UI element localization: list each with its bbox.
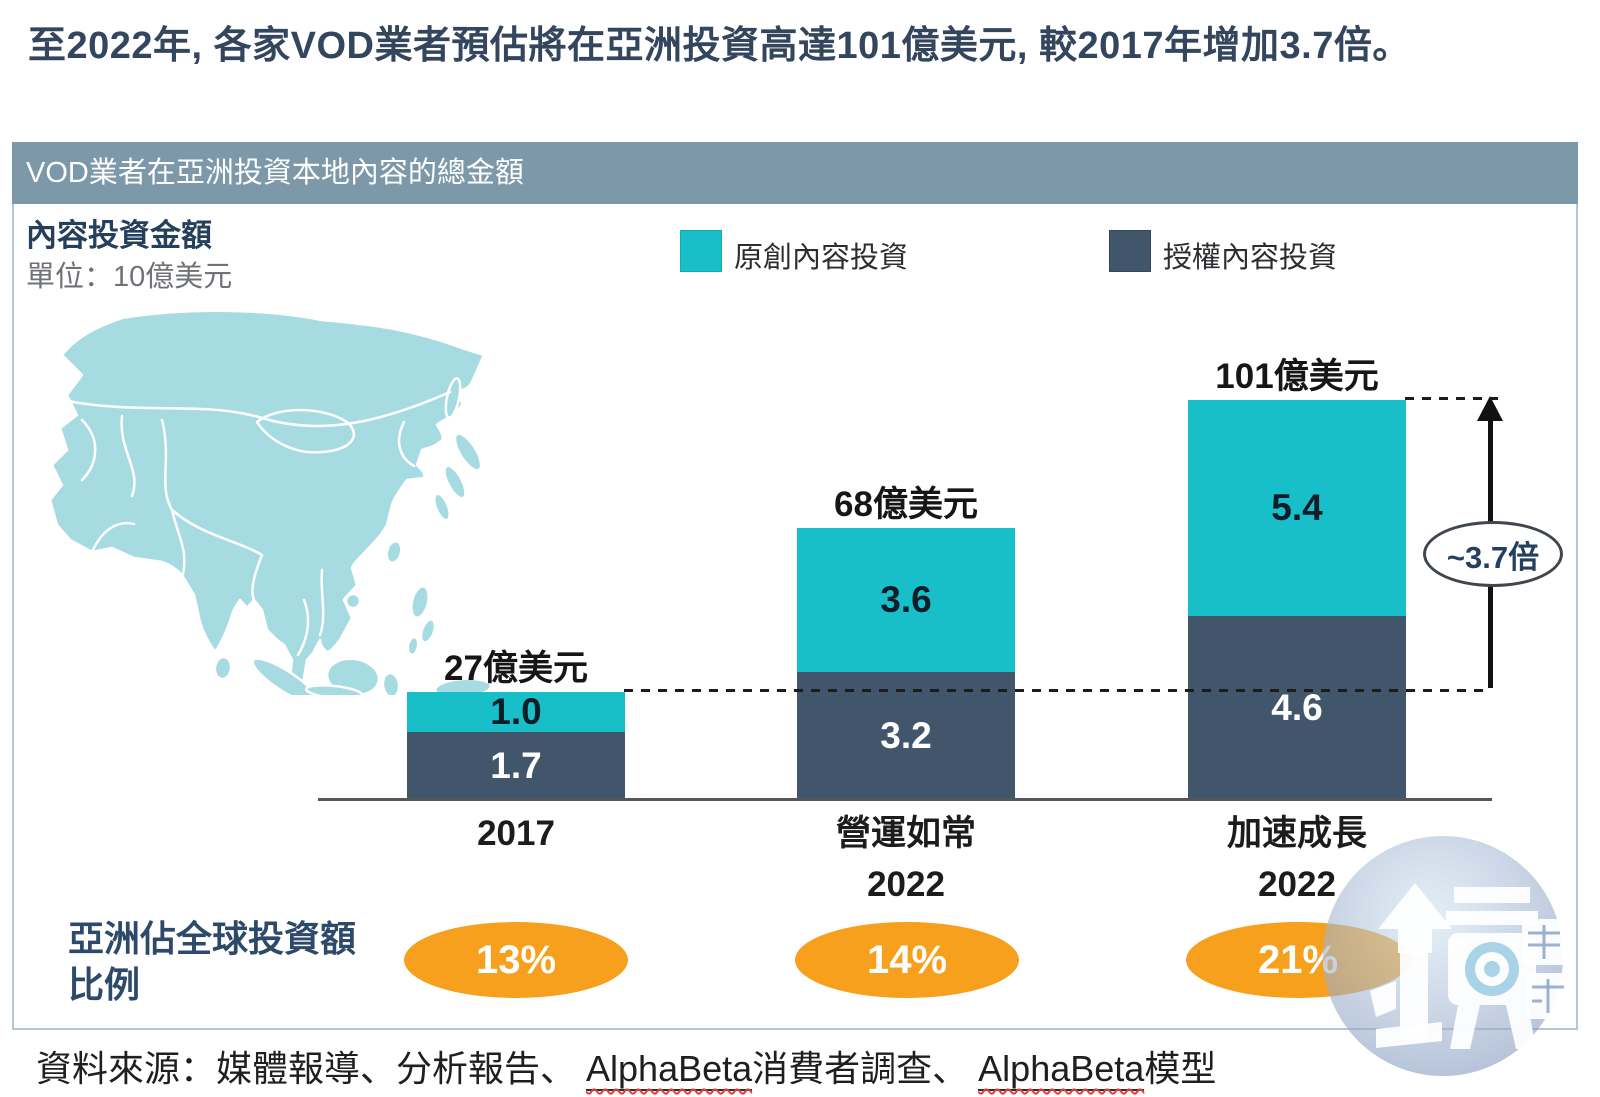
x-label-line: 2022 <box>1258 865 1336 904</box>
asia-map-illustration <box>48 309 493 695</box>
share-row-label-line1: 亞洲佔全球投資額 <box>68 918 357 959</box>
multiplier-badge: ~3.7倍 <box>1423 521 1563 587</box>
bar-segment-original-content: 3.6 <box>797 528 1015 672</box>
page-title: 至2022年, 各家VOD業者預估將在亞洲投資高達101億美元, 較2017年增… <box>28 25 1411 67</box>
bar-segment-licensed-content: 4.6 <box>1188 616 1406 800</box>
bar-segment-original-content: 1.0 <box>407 691 625 732</box>
share-row-label: 亞洲佔全球投資額 比例 <box>68 916 356 1008</box>
bar-value-label: 4.6 <box>1271 687 1323 728</box>
mirror-media-watermark-logo <box>1323 836 1566 1076</box>
chart-panel-header: VOD業者在亞洲投資本地內容的總金額 <box>12 142 1578 204</box>
bar-total-label: 68億美元 <box>834 485 978 524</box>
bar-value-label: 3.6 <box>880 579 932 620</box>
x-label-2017: 2017 <box>366 808 666 859</box>
share-badge-bau-2022: 14% <box>795 922 1019 998</box>
share-value: 13% <box>475 937 557 982</box>
x-label-accelerated-2022: 加速成長 2022 <box>1147 808 1447 910</box>
source-alphabeta-text: AlphaBeta <box>978 1048 1145 1089</box>
bar-segment-licensed-content: 1.7 <box>407 732 625 800</box>
legend-label-licensed: 授權內容投資 <box>1163 242 1338 274</box>
share-row-label-line2: 比例 <box>68 964 141 1005</box>
bar-segment-original-content: 5.4 <box>1188 400 1406 616</box>
bar-value-label: 5.4 <box>1271 487 1323 528</box>
legend-swatch-licensed <box>1109 230 1151 272</box>
bar-total-label: 101億美元 <box>1215 357 1379 396</box>
x-axis-line <box>318 798 1492 801</box>
bar-value-label: 3.2 <box>880 715 932 756</box>
x-label-line: 2017 <box>477 814 555 853</box>
multiplier-label: ~3.7倍 <box>1446 539 1540 575</box>
source-text: 資料來源：媒體報導、分析報告、 <box>36 1048 587 1089</box>
bar-value-label: 1.0 <box>490 691 542 732</box>
legend-swatch-original <box>680 230 722 272</box>
stacked-bar-2017: 1.0 1.7 <box>407 691 625 800</box>
legend-label-original: 原創內容投資 <box>734 242 909 274</box>
bar-segment-licensed-content: 3.2 <box>797 672 1015 800</box>
source-alphabeta-underlined: AlphaBeta <box>586 1048 753 1091</box>
source-text: 模型 <box>1144 1048 1217 1089</box>
x-label-line: 加速成長 <box>1226 814 1367 853</box>
metric-title: 內容投資金額 <box>26 218 212 253</box>
source-text: 消費者調查、 <box>752 1048 979 1089</box>
x-label-line: 營運如常 <box>835 814 976 853</box>
source-alphabeta-text: AlphaBeta <box>586 1048 753 1089</box>
growth-arrow-head-icon <box>1477 396 1503 421</box>
x-label-line: 2022 <box>867 865 945 904</box>
stacked-bar-accelerated-2022: 5.4 4.6 <box>1188 400 1406 800</box>
source-alphabeta-underlined: AlphaBeta <box>978 1048 1145 1091</box>
dashed-line-top-level <box>1405 397 1498 400</box>
stacked-bar-bau-2022: 3.6 3.2 <box>797 528 1015 800</box>
bar-total-label: 27億美元 <box>444 649 588 688</box>
dashed-baseline-2017-level <box>624 689 1490 692</box>
metric-unit: 單位：10億美元 <box>26 261 233 293</box>
x-label-bau-2022: 營運如常 2022 <box>756 808 1056 910</box>
share-value: 14% <box>866 937 948 982</box>
source-citation: 資料來源：媒體報導、分析報告、 AlphaBeta消費者調查、 AlphaBet… <box>36 1040 1576 1092</box>
share-badge-2017: 13% <box>404 922 628 998</box>
bar-value-label: 1.7 <box>490 745 542 786</box>
